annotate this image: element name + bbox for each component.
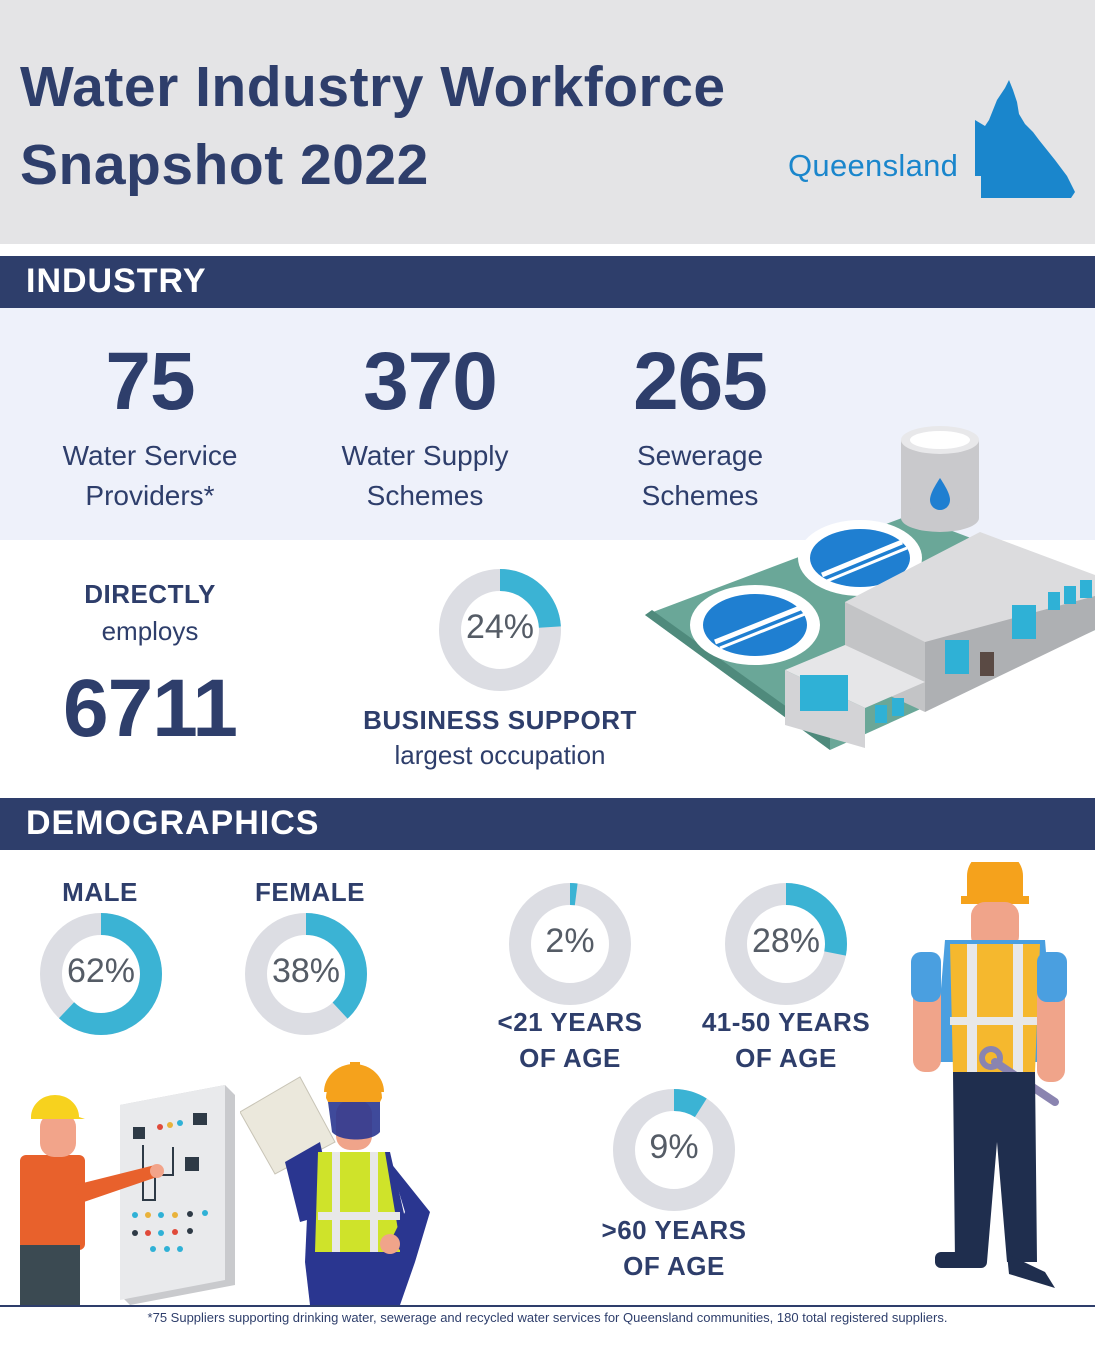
- donut-percent-label: 9%: [649, 1128, 699, 1166]
- gender-label-male: MALE: [62, 877, 138, 907]
- donut-chart: [439, 569, 561, 691]
- donut-percent-label: 2%: [545, 922, 595, 960]
- footnote-divider: [0, 1305, 1095, 1307]
- age-under-21-donut: 2%: [508, 882, 632, 1006]
- age-over-60-line1: >60 YEARS: [601, 1215, 747, 1245]
- age-41-50-caption: 41-50 YEARS OF AGE: [676, 1004, 896, 1076]
- donut-arc: [613, 1089, 735, 1211]
- stat-label-supply-line1: Water Supply: [341, 440, 509, 471]
- donut-percent-label: 62%: [66, 952, 136, 990]
- industry-heading: INDUSTRY: [26, 262, 207, 300]
- directly-label: DIRECTLY: [84, 579, 216, 609]
- age-over-60-line2: OF AGE: [623, 1251, 725, 1281]
- stat-label-sewerage-line2: Schemes: [641, 480, 759, 511]
- water-treatment-plant-illustration: [645, 426, 1095, 750]
- stat-value-supply-schemes: 370: [363, 336, 498, 427]
- region-label: Queensland: [788, 148, 959, 183]
- gender-label-female: FEMALE: [255, 877, 365, 907]
- stat-label-sewerage-schemes: Sewerage Schemes: [560, 436, 840, 516]
- industry-section-header: INDUSTRY: [0, 256, 1095, 308]
- stat-label-providers-line2: Providers*: [85, 480, 215, 511]
- donut-chart: [509, 883, 631, 1005]
- female-donut: 38%: [244, 912, 368, 1036]
- age-under-21-line1: <21 YEARS: [497, 1007, 643, 1037]
- age-under-21-caption: <21 YEARS OF AGE: [470, 1004, 670, 1076]
- donut-arc: [245, 913, 367, 1035]
- occupation-caption: largest occupation: [394, 740, 606, 770]
- age-41-50-line2: OF AGE: [735, 1043, 837, 1073]
- donut-arc: [725, 883, 847, 1005]
- donut-arc: [40, 913, 162, 1035]
- donut-percent-label: 38%: [271, 952, 341, 990]
- stat-label-supply-line2: Schemes: [366, 480, 484, 511]
- business-support-donut: 24%: [438, 568, 562, 692]
- title-line-1: Water Industry Workforce: [20, 55, 726, 119]
- stat-label-supply-schemes: Water Supply Schemes: [285, 436, 565, 516]
- footnote: *75 Suppliers supporting drinking water,…: [147, 1310, 948, 1325]
- clipboard-worker-illustration: [240, 1062, 430, 1305]
- queensland-map-icon: [975, 80, 1075, 198]
- donut-chart: [725, 883, 847, 1005]
- page-title: Water Industry Workforce Snapshot 2022: [20, 48, 840, 204]
- occupation-name: BUSINESS SUPPORT: [363, 705, 637, 735]
- donut-arc: [439, 569, 561, 691]
- age-under-21-line2: OF AGE: [519, 1043, 621, 1073]
- employs-label: employs: [101, 616, 199, 646]
- age-41-50-donut: 28%: [724, 882, 848, 1006]
- stat-label-providers-line1: Water Service: [62, 440, 238, 471]
- title-line-2: Snapshot 2022: [20, 133, 429, 197]
- donut-arc: [509, 883, 631, 1005]
- donut-percent-label: 28%: [751, 922, 821, 960]
- male-donut: 62%: [39, 912, 163, 1036]
- employees-count: 6711: [63, 663, 238, 754]
- wrench-worker-illustration: [911, 862, 1067, 1288]
- header-banner: [0, 0, 1095, 244]
- donut-percent-label: 24%: [465, 608, 535, 646]
- age-over-60-caption: >60 YEARS OF AGE: [574, 1212, 774, 1284]
- demographics-section-header: DEMOGRAPHICS: [0, 798, 1095, 850]
- donut-chart: [40, 913, 162, 1035]
- stat-label-sewerage-line1: Sewerage: [636, 440, 764, 471]
- stat-value-providers: 75: [105, 336, 195, 427]
- donut-chart: [613, 1089, 735, 1211]
- demographics-heading: DEMOGRAPHICS: [26, 804, 320, 842]
- control-panel-worker-illustration: [20, 1085, 235, 1305]
- age-over-60-donut: 9%: [612, 1088, 736, 1212]
- stat-label-providers: Water Service Providers*: [10, 436, 290, 516]
- stat-value-sewerage-schemes: 265: [633, 336, 768, 427]
- age-41-50-line1: 41-50 YEARS: [701, 1007, 871, 1037]
- donut-chart: [245, 913, 367, 1035]
